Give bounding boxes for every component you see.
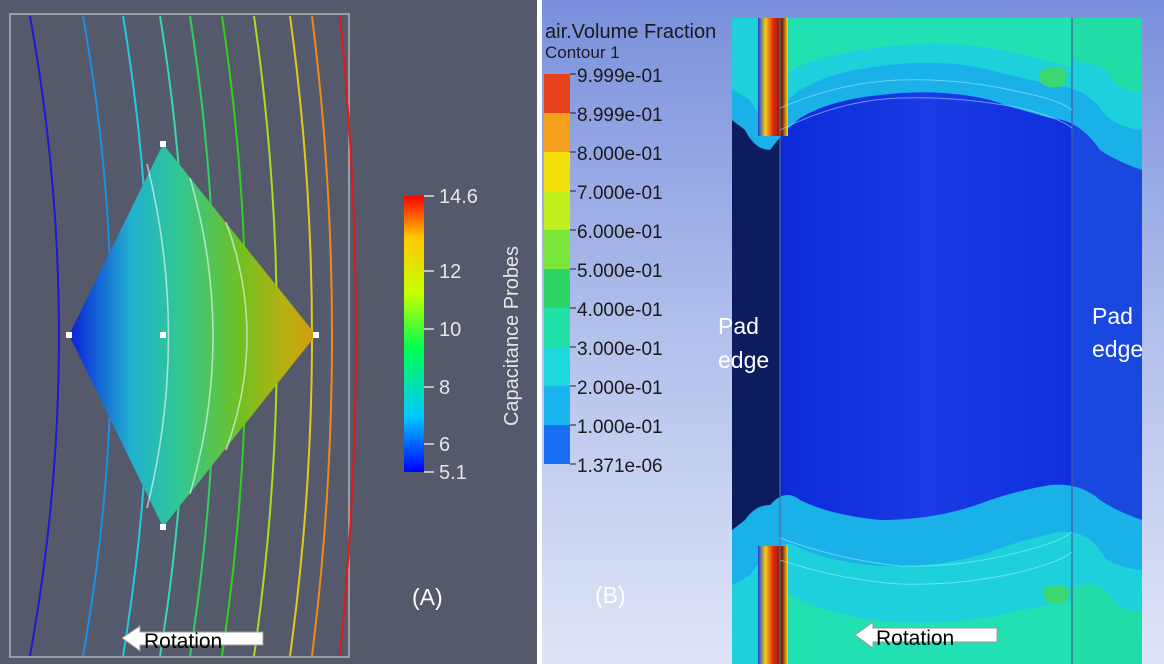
legend-level-label: 4.000e-01	[577, 300, 663, 321]
probe-marker	[160, 141, 166, 147]
volume-fraction-field	[732, 18, 1142, 664]
pad-edge-label-left-line1: Pad	[718, 313, 759, 339]
probe-marker	[313, 332, 319, 338]
panel-b: air.Volume Fraction Contour 1 9.999e-01 …	[542, 0, 1164, 664]
probe-marker	[66, 332, 72, 338]
legend-level-label: 2.000e-01	[577, 378, 663, 399]
probe-markers	[66, 141, 319, 530]
legend-level-label: 7.000e-01	[577, 183, 663, 204]
colorbar-tick-label: 14.6	[439, 186, 478, 208]
pad-edge-label-right-line1: Pad	[1092, 303, 1133, 329]
panel-a-label: (A)	[412, 584, 443, 610]
legend-subtitle: Contour 1	[545, 43, 620, 62]
legend-swatch	[544, 74, 570, 113]
legend-swatch	[544, 386, 570, 425]
legend-swatch	[544, 269, 570, 308]
legend-swatch	[544, 230, 570, 269]
legend-level-label: 5.000e-01	[577, 261, 663, 282]
iso-contour-lines	[29, 15, 357, 657]
legend-level-label: 1.371e-06	[577, 456, 663, 477]
legend-swatch	[544, 425, 570, 464]
colorbar-gradient	[404, 196, 424, 472]
probe-marker	[160, 524, 166, 530]
panel-divider	[537, 0, 542, 664]
legend-swatch	[544, 191, 570, 230]
probe-diamond	[69, 144, 316, 527]
field-contours	[779, 79, 1073, 585]
colorbar-ticks	[424, 195, 434, 473]
contour-line	[29, 15, 60, 657]
legend-level-label: 6.000e-01	[577, 222, 663, 243]
high-fraction-stripe-bottom	[758, 546, 788, 664]
rotation-arrow-icon	[854, 621, 998, 649]
pad-edge-label-left-line2: edge	[718, 347, 769, 373]
contour-line	[339, 15, 357, 657]
legend-swatches	[544, 73, 576, 465]
legend-level-label: 9.999e-01	[577, 66, 663, 87]
rotation-arrow-b: Rotation	[854, 621, 998, 650]
legend-swatch	[544, 347, 570, 386]
contour-line	[311, 15, 333, 657]
rotation-label: Rotation	[876, 627, 954, 650]
rotation-label: Rotation	[144, 630, 222, 653]
legend-level-label: 8.000e-01	[577, 144, 663, 165]
panel-b-label: (B)	[595, 582, 626, 608]
legend-level-label: 1.000e-01	[577, 417, 663, 438]
rotation-arrow-a: Rotation	[121, 625, 264, 653]
probe-marker	[160, 332, 166, 338]
legend-level-label: 3.000e-01	[577, 339, 663, 360]
colorbar-tick-label: 8	[439, 377, 450, 399]
legend-swatch	[544, 152, 570, 191]
rotation-arrow-icon	[121, 625, 264, 652]
panel-a: 14.6 12 10 8 6 5.1 Capacitance Probes (A…	[0, 0, 537, 664]
colorbar-a: 14.6 12 10 8 6 5.1 Capacitance Probes	[404, 186, 523, 484]
colorbar-tick-label: 6	[439, 434, 450, 456]
colorbar-tick-label: 12	[439, 261, 461, 283]
legend-swatch	[544, 113, 570, 152]
diamond-contours	[146, 163, 248, 509]
plot-frame	[9, 13, 350, 658]
colorbar-tick-label: 5.1	[439, 462, 467, 484]
high-fraction-stripe-top	[758, 18, 788, 136]
pad-edge-label-right-line2: edge	[1092, 336, 1143, 362]
legend-title: air.Volume Fraction	[545, 21, 716, 43]
colorbar-title: Capacitance Probes	[501, 246, 523, 426]
legend-b: air.Volume Fraction Contour 1 9.999e-01 …	[544, 21, 716, 477]
legend-level-label: 8.999e-01	[577, 105, 663, 126]
colorbar-tick-label: 10	[439, 319, 461, 341]
legend-swatch	[544, 308, 570, 347]
